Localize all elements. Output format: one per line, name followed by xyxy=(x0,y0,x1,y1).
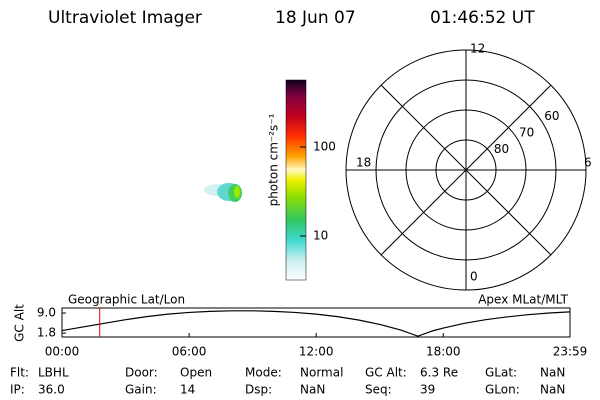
polar-ring-label: 60 xyxy=(544,109,559,123)
title: Ultraviolet Imager xyxy=(48,8,202,28)
field-label: Gain: xyxy=(125,383,157,397)
colorbar-tick-label: 100 xyxy=(313,139,336,153)
altitude-curve xyxy=(61,310,570,337)
polar-ring xyxy=(435,139,497,201)
polar-ring-label: 80 xyxy=(494,142,509,156)
left-label: Geographic Lat/Lon xyxy=(68,293,185,307)
field-value: 14 xyxy=(180,383,195,397)
field-value: NaN xyxy=(300,383,325,397)
mlt-label: 12 xyxy=(470,42,485,56)
alt-y-label: GC Alt xyxy=(13,304,27,342)
field-value: 36.0 xyxy=(38,383,65,397)
polar-ring-label: 70 xyxy=(519,125,534,139)
polar-ring xyxy=(405,109,527,231)
alt-x-tick-label: 12:00 xyxy=(299,345,334,359)
alt-x-tick-label: 18:00 xyxy=(426,345,461,359)
polar-ring xyxy=(375,79,557,261)
field-label: GC Alt: xyxy=(365,366,407,380)
field-value: Normal xyxy=(300,366,343,380)
field-value: 6.3 Re xyxy=(420,366,458,380)
field-value: NaN xyxy=(540,366,565,380)
aurora-image xyxy=(204,183,242,202)
field-label: Dsp: xyxy=(245,383,272,397)
alt-x-tick-label: 00:00 xyxy=(45,345,80,359)
colorbar-label: photon cm⁻²s⁻¹ xyxy=(267,113,281,206)
mlt-label: 6 xyxy=(584,156,592,170)
field-label: Mode: xyxy=(245,366,282,380)
right-label: Apex MLat/MLT xyxy=(478,293,568,307)
field-value: Open xyxy=(180,366,212,380)
field-label: IP: xyxy=(10,383,25,397)
field-value: NaN xyxy=(540,383,565,397)
field-value: 39 xyxy=(420,383,435,397)
alt-x-tick-label: 06:00 xyxy=(172,345,207,359)
field-label: GLat: xyxy=(485,366,517,380)
field-label: Door: xyxy=(125,366,158,380)
alt-plot-frame xyxy=(61,307,571,338)
field-label: Seq: xyxy=(365,383,392,397)
mlt-label: 18 xyxy=(356,156,371,170)
field-label: Flt: xyxy=(10,366,29,380)
time: 01:46:52 UT xyxy=(430,8,535,28)
mlt-label: 0 xyxy=(470,270,478,284)
colorbar xyxy=(285,79,307,281)
date: 18 Jun 07 xyxy=(275,8,356,28)
alt-x-tick-label: 23:59 xyxy=(553,345,588,359)
alt-y-tick-label: 9.0 xyxy=(37,306,56,320)
colorbar-tick-label: 10 xyxy=(313,228,328,242)
field-label: GLon: xyxy=(485,383,520,397)
field-value: LBHL xyxy=(38,366,69,380)
alt-y-tick-label: 1.8 xyxy=(37,326,56,340)
polar-spoke xyxy=(380,84,552,256)
